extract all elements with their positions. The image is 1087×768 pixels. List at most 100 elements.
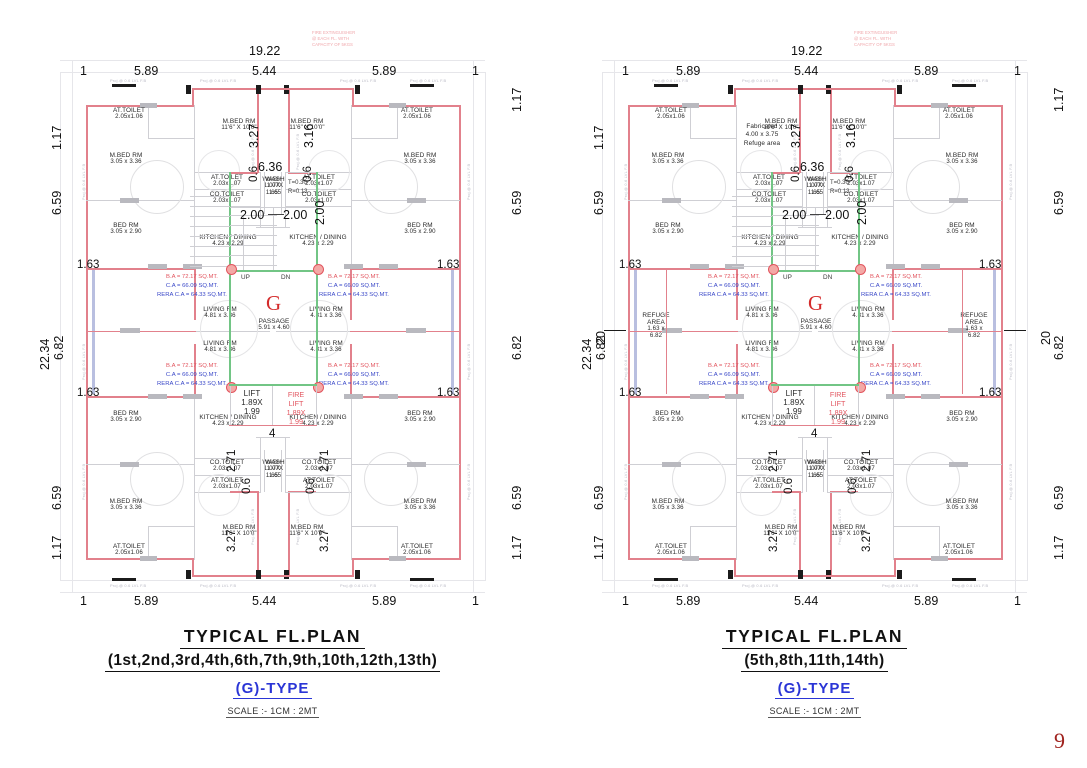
room-wash: WASH 1.07X 1.65 [262, 176, 282, 196]
dim-lift-gap: 4 [811, 428, 818, 440]
floor-plan-left: Proj.@ 0.6 LVL F.B Proj.@ 0.6 LVL F.B Pr… [38, 30, 524, 608]
dim-3-27: 3.27 [768, 529, 780, 552]
dim-left-1: 1.17 [592, 125, 606, 150]
room-m-bed-rm-2: M.BED RM 11'6" X 10'0" [763, 118, 799, 132]
room-wash: WASH 1.07X 1.65 [807, 459, 827, 479]
dim-top-4: 5.89 [372, 64, 397, 78]
dim-0-6: 0.6 [241, 478, 253, 494]
dim-bot-1: 1 [622, 594, 629, 608]
dim-3-27: 3.27 [861, 529, 873, 552]
dim-left-2: 6.59 [50, 190, 64, 215]
stair-dn-label: DN [281, 274, 291, 281]
room-co-toilet: CO.TOILET 2.03x1.07 [209, 459, 245, 473]
room-m-bed-rm: M.BED RM 3.05 x 3.36 [403, 152, 437, 166]
column-dot [313, 264, 324, 275]
room-m-bed-rm-2: M.BED RM 11'6" X 10'0" [763, 524, 799, 538]
wall-label: Proj.@ 0.6 LVL F.B [837, 133, 842, 170]
room-wash: WASH 1.07X 1.65 [265, 459, 285, 479]
plan-floors-right: (5th,8th,11th,14th) [741, 652, 888, 672]
dim-overall-left: 22.34 [38, 338, 52, 370]
room-at-toilet: AT.TOILET 2.05x1.06 [401, 107, 433, 121]
dim-left-6: 6.59 [592, 485, 606, 510]
dim-right-5: 1.17 [510, 535, 524, 560]
room-wash: WASH 1.07X 1.65 [804, 176, 824, 196]
wall-label: Proj.@ 0.6 LVL F.B [1008, 463, 1013, 500]
room-living-rm: LIVING RM 4.81 x 3.36 [745, 306, 779, 320]
dim-bot-3: 5.44 [252, 594, 277, 608]
dim-1-63: 1.63 [619, 387, 642, 399]
room-living-rm: LIVING RM 4.81 x 3.36 [851, 306, 885, 320]
room-kitchen-dining: KITCHEN / DINING 4.23 x 2.29 [831, 414, 889, 428]
fire-extinguisher-note: FIRE EXTINGUISHER @ EACH FL. WITH CAPACI… [312, 30, 356, 47]
wall-label: Proj.@ 0.6 LVL F.B [742, 583, 779, 588]
room-wash: WASH 1.07X 1.65 [807, 176, 827, 196]
room-m-bed-rm: M.BED RM 3.05 x 3.36 [945, 152, 979, 166]
room-m-bed-rm-2: M.BED RM 11'6" X 10'0" [289, 118, 325, 132]
wall-label: Proj.@ 0.6 LVL F.B [81, 163, 86, 200]
wall-label: Proj.@ 0.6 LVL F.B [295, 133, 300, 170]
room-co-toilet: CO.TOILET 2.03x1.07 [843, 459, 879, 473]
wall-label: Proj.@ 0.6 LVL F.B [623, 343, 628, 380]
room-at-toilet-2: AT.TOILET 2.03x1.07 [753, 174, 785, 188]
dim-top-3: 5.44 [794, 64, 819, 78]
refuge-area-right: REFUGE AREA 1.63 x 6.82 [960, 312, 988, 340]
room-at-toilet: AT.TOILET 2.05x1.06 [113, 543, 145, 557]
dim-left-1: 1.17 [50, 125, 64, 150]
room-fire-lift: FIRE LIFT 1.89X 1.99 [828, 390, 848, 426]
dim-bot-5: 1 [472, 594, 479, 608]
room-living-rm: LIVING RM 4.81 x 3.36 [203, 306, 237, 320]
dim-3-27: 3.27 [226, 529, 238, 552]
dim-bot-3: 5.44 [794, 594, 819, 608]
room-at-toilet-2: AT.TOILET 2.03x1.07 [303, 174, 335, 188]
dim-top-3: 5.44 [252, 64, 277, 78]
dim-right-1: 1.17 [1052, 87, 1066, 112]
room-bed-rm: BED RM 3.05 x 2.90 [946, 222, 978, 236]
dim-left-4: 6.82 [52, 335, 66, 360]
dim-2-00: 2.00 [825, 208, 850, 222]
room-co-toilet: CO.TOILET 2.03x1.07 [209, 191, 245, 205]
floor-plan-right: Proj.@ 0.6 LVL F.B Proj.@ 0.6 LVL F.B Pr… [580, 30, 1066, 608]
dim-right-plan-side: 20 [1039, 331, 1053, 345]
room-at-toilet-2: AT.TOILET 2.03x1.07 [211, 174, 243, 188]
room-bed-rm: BED RM 3.05 x 2.90 [404, 222, 436, 236]
dim-top-1: 1 [80, 64, 87, 78]
dim-0-6: 0.6 [302, 166, 314, 182]
tread-dim: T=0.30 [830, 180, 849, 186]
room-m-bed-rm-2: M.BED RM 11'6" X 10'0" [831, 118, 867, 132]
dim-top-2: 5.89 [676, 64, 701, 78]
room-co-toilet: CO.TOILET 2.03x1.07 [751, 459, 787, 473]
room-at-toilet-2: AT.TOILET 2.03x1.07 [845, 174, 877, 188]
dim-1-63: 1.63 [437, 259, 460, 271]
room-living-rm: LIVING RM 4.81 x 3.36 [309, 306, 343, 320]
room-at-toilet: AT.TOILET 2.05x1.06 [943, 107, 975, 121]
room-co-toilet: CO.TOILET 2.03x1.07 [751, 191, 787, 205]
dim-bot-4: 5.89 [372, 594, 397, 608]
room-kitchen-dining: KITCHEN / DINING 4.23 x 2.29 [831, 234, 889, 248]
dim-2-71: 2.71 [226, 449, 238, 472]
room-at-toilet: AT.TOILET 2.05x1.06 [655, 543, 687, 557]
room-lift: LIFT 1.89X 1.99 [783, 389, 805, 416]
column-dot [226, 382, 237, 393]
room-kitchen-dining: KITCHEN / DINING 4.23 x 2.29 [289, 414, 347, 428]
stair-up-label: UP [783, 274, 792, 281]
fire-extinguisher-note: FIRE EXTINGUISHER @ EACH FL. WITH CAPACI… [854, 30, 898, 47]
room-at-toilet-2: AT.TOILET 2.03x1.07 [211, 477, 243, 491]
wall-label: Proj.@ 0.6 LVL F.B [250, 508, 255, 545]
room-m-bed-rm-2: M.BED RM 11'6" X 10'0" [831, 524, 867, 538]
room-at-toilet: AT.TOILET 2.05x1.06 [943, 543, 975, 557]
tread-dim: T=0.30 [288, 180, 307, 186]
column-dot [855, 264, 866, 275]
room-kitchen-dining: KITCHEN / DINING 4.23 x 2.29 [199, 414, 257, 428]
dim-overall-left: 22.34 [580, 338, 594, 370]
dim-overall-top: 19.22 [249, 44, 281, 58]
column-dot [768, 382, 779, 393]
dim-left-7: 1.17 [50, 535, 64, 560]
room-m-bed-rm: M.BED RM 3.05 x 3.36 [109, 152, 143, 166]
room-living-rm: LIVING RM 4.81 x 3.36 [203, 340, 237, 354]
column-dot [768, 264, 779, 275]
room-bed-rm: BED RM 3.05 x 2.90 [652, 222, 684, 236]
riser-dim: R=0.13 [288, 189, 308, 195]
dim-1-63: 1.63 [77, 259, 100, 271]
room-at-toilet: AT.TOILET 2.05x1.06 [113, 107, 145, 121]
dim-2-71: 2.71 [768, 449, 780, 472]
